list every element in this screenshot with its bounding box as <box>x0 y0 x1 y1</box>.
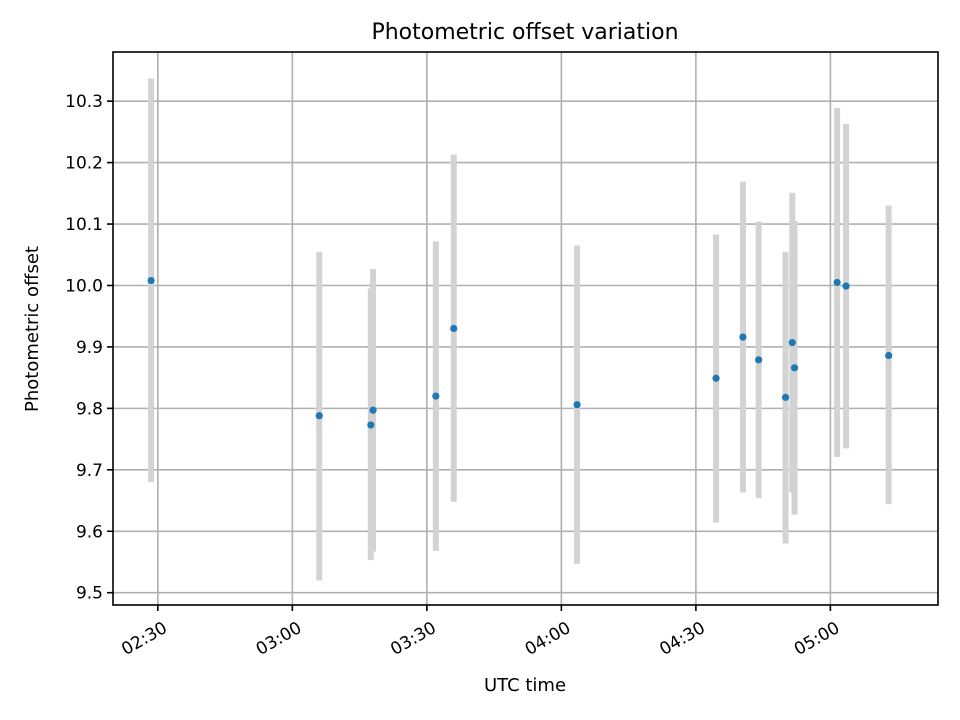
x-tick-label: 02:30 <box>118 618 170 660</box>
grid-layer <box>113 52 938 605</box>
x-tick-label: 04:00 <box>522 618 574 660</box>
y-axis-label: Photometric offset <box>22 246 43 412</box>
y-tick-label: 9.8 <box>76 399 103 419</box>
data-point <box>369 406 377 414</box>
data-point <box>450 324 458 333</box>
x-tick-label: 03:00 <box>253 618 305 660</box>
x-tick-label: 05:00 <box>791 618 843 660</box>
data-point <box>315 412 323 420</box>
y-tick-label: 10.3 <box>65 92 103 112</box>
y-tick-label: 10.1 <box>65 215 103 235</box>
data-point <box>573 401 581 409</box>
y-tick-label: 9.9 <box>76 338 103 358</box>
data-point <box>755 356 763 364</box>
x-axis-label: UTC time <box>484 675 566 696</box>
data-point <box>367 421 375 429</box>
data-point <box>885 351 893 360</box>
chart-title: Photometric offset variation <box>371 20 678 45</box>
data-point <box>790 364 799 372</box>
y-tick-label: 9.7 <box>76 461 103 481</box>
data-point <box>833 278 841 287</box>
errorbar-layer <box>148 78 892 581</box>
point-layer <box>147 276 893 429</box>
y-tick-label: 9.6 <box>76 522 103 542</box>
y-tick-label: 9.5 <box>76 584 103 604</box>
plot-frame <box>112 51 939 606</box>
y-tick-label: 10.2 <box>65 154 103 174</box>
data-point <box>712 374 720 382</box>
data-point <box>432 392 440 400</box>
x-tick-label: 04:30 <box>656 618 708 660</box>
data-point <box>147 276 155 285</box>
data-point <box>781 393 790 401</box>
data-point <box>788 339 796 347</box>
x-tick-label: 03:30 <box>387 618 439 660</box>
data-point <box>739 333 747 341</box>
y-tick-label: 10.0 <box>65 276 103 296</box>
data-point <box>842 282 850 290</box>
